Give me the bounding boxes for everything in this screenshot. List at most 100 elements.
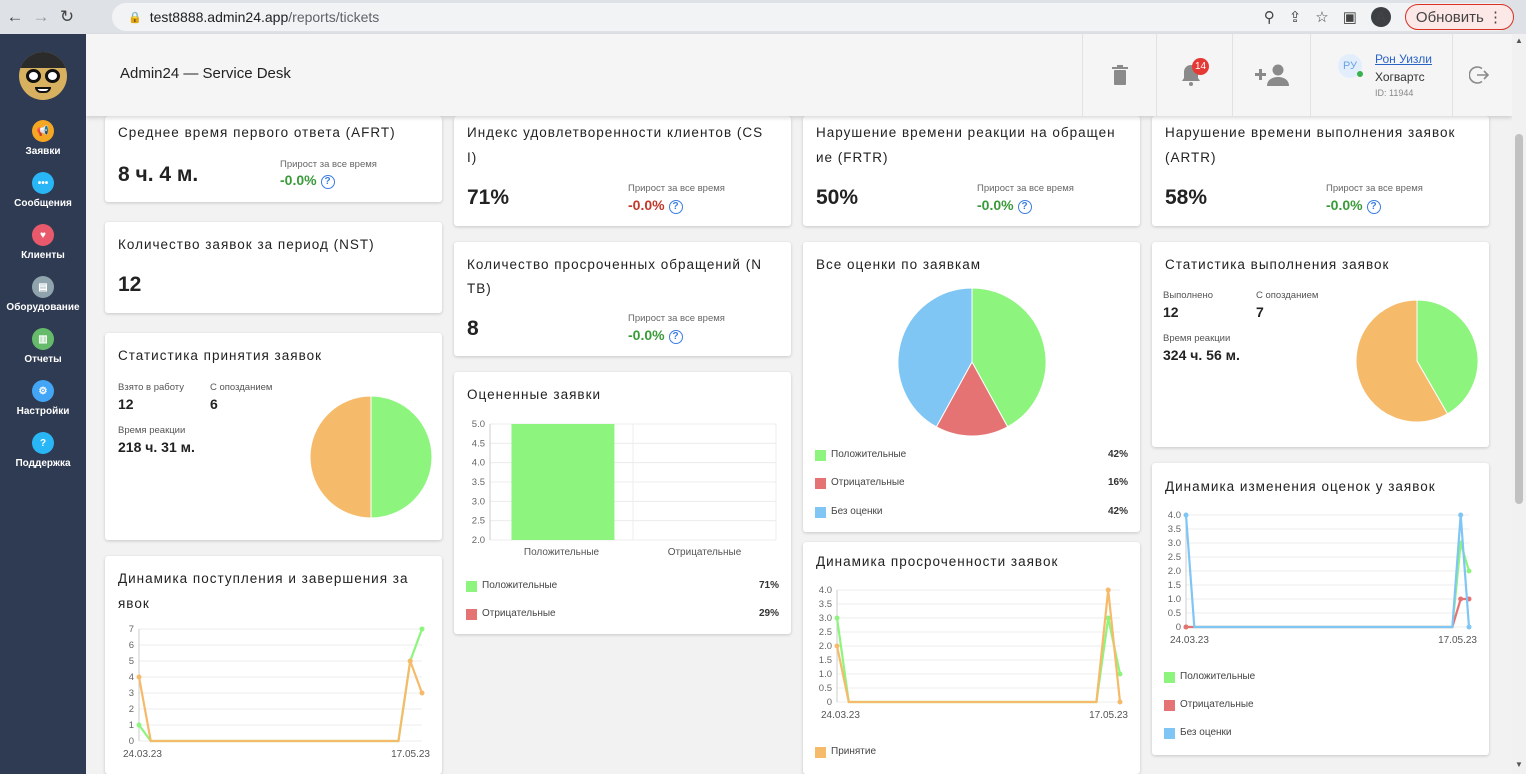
sidebar-item-label: Отчеты bbox=[24, 354, 62, 365]
pie-slice bbox=[1355, 299, 1449, 423]
legend-percent: 42% bbox=[1107, 506, 1128, 517]
afrt-card: Среднее время первого ответа (AFRT) 8 ч.… bbox=[105, 116, 442, 202]
growth-label: Прирост за все время bbox=[628, 183, 725, 194]
legend-label: Отрицательные bbox=[482, 608, 556, 619]
y-tick-label: 3.5 bbox=[1168, 524, 1181, 535]
y-tick-label: 3.0 bbox=[819, 613, 832, 624]
y-tick-label: 7 bbox=[129, 624, 134, 635]
browser-toolbar: ← → ↻ 🔒 test8888.admin24.app /reports/ti… bbox=[0, 0, 1526, 34]
growth-value: -0.0%? bbox=[628, 197, 683, 214]
rated-card: Оцененные заявки 2.0 2.5 3.0 3.5 4.0 4.5 5.0 По… bbox=[454, 372, 791, 634]
legend-swatch bbox=[466, 581, 477, 592]
card-title: Оцененные заявки bbox=[467, 387, 602, 402]
logout-icon[interactable] bbox=[1464, 60, 1494, 90]
growth-value: -0.0%? bbox=[977, 197, 1032, 214]
trash-icon[interactable] bbox=[1105, 60, 1135, 90]
pie-slice bbox=[309, 395, 372, 519]
card-title: Количество заявок за период (NST) bbox=[118, 237, 375, 252]
side-panel-icon[interactable]: ▣ bbox=[1342, 9, 1357, 26]
zoom-icon[interactable]: ⚲ bbox=[1263, 9, 1275, 26]
done-label: Выполнено bbox=[1163, 290, 1213, 301]
app-logo[interactable] bbox=[19, 52, 67, 100]
share-icon[interactable]: ⇪ bbox=[1288, 9, 1302, 26]
y-tick-label: 2.5 bbox=[472, 516, 485, 527]
sidebar-item-label: Заявки bbox=[25, 146, 61, 157]
nst-card: Количество заявок за период (NST) 12 bbox=[105, 222, 442, 313]
add-user-icon[interactable] bbox=[1252, 60, 1292, 90]
sidebar-item-5[interactable]: ⚙ Настройки bbox=[0, 380, 86, 417]
late-label: С опозданием bbox=[210, 382, 273, 393]
card-title-line2: (ARTR) bbox=[1165, 150, 1217, 165]
reaction-label: Время реакции bbox=[1163, 333, 1231, 344]
sidebar-item-label: Сообщения bbox=[14, 198, 72, 209]
data-point bbox=[419, 626, 425, 632]
card-title-line1: Нарушение времени выполнения заявок bbox=[1165, 125, 1456, 140]
sidebar-item-0[interactable]: 📢 Заявки bbox=[0, 120, 86, 157]
x-tick-label: 17.05.23 bbox=[391, 749, 430, 760]
user-name-link[interactable]: Рон Уизли bbox=[1375, 52, 1432, 66]
scroll-up-icon[interactable]: ▲ bbox=[1515, 36, 1523, 45]
card-title-line2: ие (FRTR) bbox=[816, 150, 889, 165]
help-icon[interactable]: ? bbox=[668, 330, 683, 344]
help-icon[interactable]: ? bbox=[1366, 200, 1381, 214]
y-tick-label: 6 bbox=[129, 640, 134, 651]
x-tick-label: 24.03.23 bbox=[821, 710, 860, 721]
help-icon[interactable]: ? bbox=[1017, 200, 1032, 214]
card-title: Динамика изменения оценок у заявок bbox=[1165, 479, 1436, 494]
series-line bbox=[1184, 514, 1471, 629]
legend-percent: 71% bbox=[758, 580, 779, 591]
y-tick-label: 1.5 bbox=[1168, 580, 1181, 591]
overdue-card: Динамика просроченности заявок 0 0.5 1.0 1.… bbox=[803, 542, 1140, 774]
help-icon[interactable]: ? bbox=[320, 175, 335, 189]
growth-value: -0.0%? bbox=[628, 327, 683, 344]
all-ratings-card: Все оценки по заявкам Положительные 42% … bbox=[803, 242, 1140, 532]
sidebar-item-6[interactable]: ? Поддержка bbox=[0, 432, 86, 469]
scroll-down-icon[interactable]: ▼ bbox=[1515, 760, 1523, 769]
late-label: С опозданием bbox=[1256, 290, 1319, 301]
scrollbar-thumb[interactable] bbox=[1515, 134, 1523, 504]
chat-bubble-icon: ••• bbox=[32, 172, 54, 194]
nst-value: 12 bbox=[118, 273, 142, 296]
sidebar-item-4[interactable]: ▥ Отчеты bbox=[0, 328, 86, 365]
y-tick-label: 3.5 bbox=[819, 599, 832, 610]
sidebar: 📢 Заявки ••• Сообщения ♥ Клиенты ▤ Оборудование… bbox=[0, 34, 86, 774]
sidebar-item-label: Клиенты bbox=[21, 250, 65, 261]
update-browser-button[interactable]: Обновить ⋮ bbox=[1404, 4, 1514, 30]
legend-percent: 16% bbox=[1107, 477, 1128, 488]
csi-card: Индекс удовлетворенности клиентов (CS I)… bbox=[454, 116, 791, 226]
sidebar-item-1[interactable]: ••• Сообщения bbox=[0, 172, 86, 209]
help-icon: ? bbox=[32, 432, 54, 454]
y-tick-label: 4.0 bbox=[819, 585, 832, 596]
afrt-value: 8 ч. 4 м. bbox=[118, 163, 199, 186]
accept-pie-chart bbox=[309, 395, 433, 519]
bookmark-star-icon[interactable]: ☆ bbox=[1315, 9, 1329, 26]
address-bar[interactable]: 🔒 test8888.admin24.app /reports/tickets bbox=[112, 3, 1512, 31]
flow-card: Динамика поступления и завершения за яво… bbox=[105, 556, 442, 774]
y-tick-label: 0 bbox=[129, 736, 134, 747]
sidebar-item-2[interactable]: ♥ Клиенты bbox=[0, 224, 86, 261]
legend-item: Отрицательные 29% bbox=[466, 608, 779, 622]
accept-stats-card: Статистика принятия заявок Взято в работ… bbox=[105, 333, 442, 540]
sidebar-item-3[interactable]: ▤ Оборудование bbox=[0, 276, 86, 313]
url-host: test8888.admin24.app bbox=[149, 9, 289, 25]
series-line bbox=[138, 628, 424, 743]
page-scrollbar[interactable]: ▲ ▼ bbox=[1512, 34, 1526, 774]
growth-label: Прирост за все время bbox=[280, 159, 377, 170]
card-title-line1: Нарушение времени реакции на обращен bbox=[816, 125, 1116, 140]
help-icon[interactable]: ? bbox=[668, 200, 683, 214]
y-tick-label: 3.0 bbox=[472, 496, 485, 507]
legend-swatch bbox=[815, 478, 826, 489]
back-arrow-icon[interactable]: ← bbox=[6, 7, 24, 26]
legend-percent: 29% bbox=[758, 608, 779, 619]
profile-avatar[interactable]: A bbox=[1370, 7, 1391, 27]
data-point bbox=[1117, 671, 1123, 677]
device-icon: ▤ bbox=[32, 276, 54, 298]
reload-icon[interactable]: ↻ bbox=[59, 7, 75, 26]
data-point bbox=[1458, 512, 1464, 518]
legend-label: Отрицательные bbox=[1180, 699, 1254, 710]
card-title-line1: Количество просроченных обращений (N bbox=[467, 257, 762, 272]
data-point bbox=[1183, 624, 1189, 630]
data-point bbox=[1117, 699, 1123, 705]
forward-arrow-icon[interactable]: → bbox=[32, 7, 50, 26]
sidebar-item-label: Настройки bbox=[16, 406, 70, 417]
